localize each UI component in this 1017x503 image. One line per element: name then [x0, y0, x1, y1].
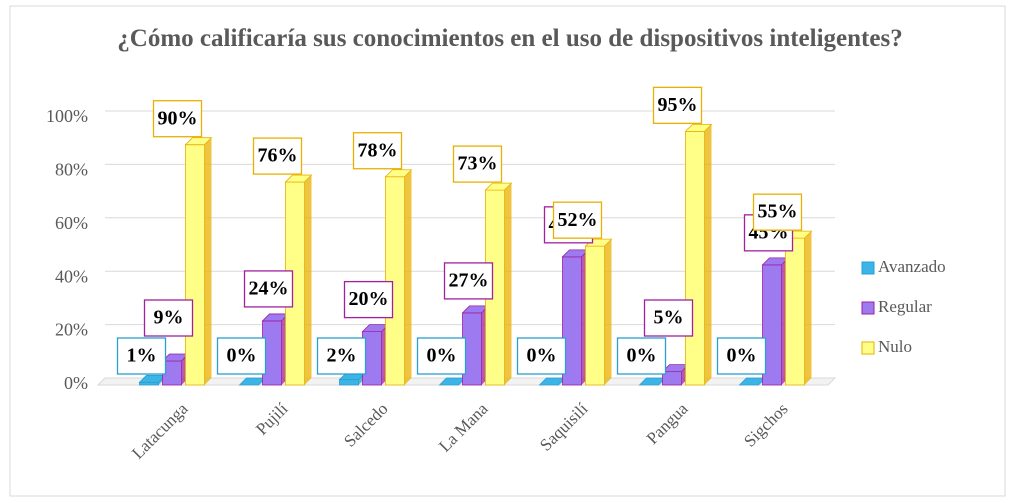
bar-front — [685, 130, 705, 386]
bar-top — [184, 137, 213, 146]
bar-top — [284, 174, 313, 183]
bar — [161, 353, 190, 386]
bar-top — [484, 182, 513, 191]
y-tick-label: 80% — [55, 160, 88, 180]
bar-front — [185, 144, 205, 386]
bar-front — [585, 245, 605, 386]
data-label: 0% — [227, 345, 257, 367]
data-label-box — [143, 299, 194, 337]
data-label: 95% — [658, 94, 698, 116]
data-label: 24% — [249, 278, 289, 300]
legend-swatch — [861, 341, 875, 355]
bar-front — [339, 379, 359, 386]
bar-top — [384, 169, 413, 178]
bar-side — [604, 239, 612, 385]
y-tick-label: 40% — [55, 266, 88, 286]
bar — [584, 238, 613, 386]
data-label-box — [152, 100, 203, 138]
bar — [461, 305, 490, 386]
data-label-box — [643, 299, 694, 337]
data-label-box — [616, 337, 667, 375]
legend-label: Nulo — [878, 337, 912, 356]
bar — [484, 182, 513, 386]
data-label-box — [652, 86, 703, 124]
bar-top — [684, 123, 713, 132]
data-label-box — [443, 262, 494, 300]
data-label: 0% — [727, 345, 757, 367]
y-tick-label: 0% — [64, 373, 88, 393]
data-label-box — [552, 201, 603, 239]
legend-label: Regular — [878, 297, 932, 316]
data-label: 76% — [258, 145, 298, 167]
data-label-box — [352, 132, 403, 170]
data-label: 73% — [458, 153, 498, 175]
legend-swatch — [861, 261, 875, 275]
bar-side — [504, 183, 512, 385]
data-label: 1% — [127, 345, 157, 367]
data-label: 78% — [358, 139, 398, 161]
bar-front — [385, 176, 405, 386]
bar — [561, 249, 590, 386]
data-label: 55% — [758, 201, 798, 223]
data-label: 27% — [449, 270, 489, 292]
bar-side — [704, 124, 712, 385]
legend-label: Avanzado — [878, 257, 946, 276]
bar-side — [304, 175, 312, 385]
data-label: 0% — [427, 345, 457, 367]
data-label-box — [216, 337, 267, 375]
data-label-box — [343, 280, 394, 319]
bar — [284, 174, 313, 386]
data-label-box — [243, 270, 294, 308]
data-label: 0% — [627, 345, 657, 367]
y-tick-label: 100% — [46, 106, 88, 126]
bar — [361, 324, 390, 386]
y-tick-label: 20% — [55, 320, 88, 340]
data-label-box — [516, 337, 567, 375]
data-label-box — [116, 337, 167, 375]
data-label: 0% — [527, 345, 557, 367]
data-label-box — [316, 337, 367, 375]
bar — [384, 169, 413, 386]
bar — [684, 123, 713, 386]
data-label: 2% — [327, 345, 357, 367]
bar — [184, 137, 213, 386]
data-label: 52% — [558, 209, 598, 231]
data-label-box — [252, 137, 303, 175]
data-label-box — [716, 337, 767, 375]
data-label-box — [752, 193, 803, 231]
bar-front — [785, 237, 805, 386]
bar-side — [404, 169, 412, 385]
bar-side — [804, 231, 812, 385]
bar — [261, 313, 290, 386]
data-label: 9% — [154, 307, 184, 329]
bar-side — [204, 137, 212, 385]
legend-swatch — [861, 301, 875, 315]
data-label: 20% — [349, 288, 389, 310]
data-label-box — [416, 337, 467, 375]
data-label: 5% — [654, 307, 684, 329]
data-label: 90% — [158, 107, 198, 129]
bar — [761, 257, 790, 386]
data-label-box — [452, 145, 503, 183]
bar — [784, 230, 813, 386]
bar-front — [139, 381, 159, 386]
chart-title: ¿Cómo calificaría sus conocimientos en e… — [117, 25, 903, 52]
y-tick-label: 60% — [55, 213, 88, 233]
